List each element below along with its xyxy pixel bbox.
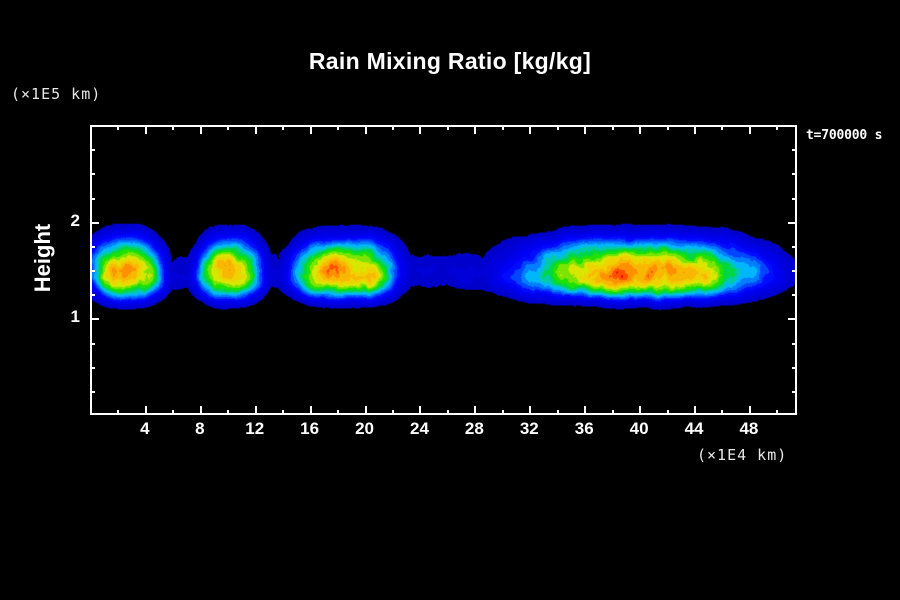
y-tick-minor-right [792,197,797,200]
y-tick-minor-right [792,390,797,393]
x-tick-minor [172,410,175,415]
x-tick-major-top [529,125,532,134]
y-tick-label: 2 [70,210,80,230]
x-tick-major-top [748,125,751,134]
y-tick-minor-right [792,270,797,272]
x-tick-minor-top [172,125,175,130]
x-tick-major [748,406,751,415]
page-title: Rain Mixing Ratio [kg/kg] [308,48,592,74]
y-axis-unit-caption: (×1E5 km) [11,85,102,103]
x-tick-minor-top [501,125,504,130]
y-tick-minor [90,197,95,200]
x-tick-minor-top [556,125,559,130]
x-tick-minor [721,410,724,415]
y-tick-minor [90,245,95,248]
y-tick-major-right [788,221,797,224]
y-tick-minor-right [792,245,797,248]
x-tick-label: 36 [574,419,594,438]
x-tick-major [364,406,367,415]
x-tick-major-top [474,125,477,134]
x-tick-major [584,406,587,415]
x-tick-label: 12 [245,419,265,438]
y-tick-minor-right [792,149,797,152]
x-tick-minor [556,410,559,415]
x-tick-major-top [254,125,257,134]
x-tick-minor [776,410,779,415]
x-tick-minor [117,410,120,415]
y-tick-minor [90,342,95,345]
y-tick-label: 1 [70,307,80,327]
x-tick-label: 40 [629,419,649,438]
x-tick-minor [446,410,449,415]
x-tick-minor-top [611,125,614,130]
x-tick-minor-top [776,125,779,130]
x-tick-minor-top [227,125,230,130]
x-tick-label: 44 [684,419,704,438]
x-tick-minor [282,410,285,415]
x-tick-minor [392,410,395,415]
x-tick-label: 28 [464,419,484,438]
x-tick-label: 20 [355,419,375,438]
y-tick-minor [90,390,95,393]
x-tick-major [254,406,257,415]
x-tick-minor-top [392,125,395,130]
x-tick-label: 24 [410,419,429,438]
x-tick-major [199,406,202,415]
plot-area [90,125,797,415]
x-tick-minor-top [721,125,724,130]
y-tick-minor [90,173,95,176]
timestamp-annotation: t=700000 s [806,128,883,143]
y-tick-minor-right [792,294,797,297]
x-tick-minor [611,410,614,415]
x-axis-unit-caption: (×1E4 km) [697,446,788,464]
x-tick-major [529,406,532,415]
y-tick-minor-right [792,342,797,345]
x-tick-major-top [639,125,642,134]
x-tick-minor-top [282,125,285,130]
x-tick-major-top [584,125,587,134]
y-tick-minor-right [792,366,797,369]
x-tick-minor [337,410,340,415]
x-tick-minor [227,410,230,415]
x-tick-minor-top [337,125,340,130]
x-tick-minor-top [666,125,669,130]
x-tick-major [694,406,697,415]
y-tick-major-right [788,318,797,321]
x-tick-label: 48 [739,419,759,438]
x-tick-minor [666,410,669,415]
y-tick-minor [90,270,95,272]
x-tick-major [474,406,477,415]
x-tick-major-top [309,125,312,134]
y-tick-minor [90,149,95,152]
y-tick-major [90,318,99,321]
y-tick-minor-right [792,173,797,176]
x-tick-major [144,406,147,415]
x-tick-label: 4 [140,419,150,438]
x-tick-major-top [694,125,697,134]
x-tick-major [419,406,422,415]
x-tick-minor-top [446,125,449,130]
x-tick-label: 16 [300,419,320,438]
x-tick-major-top [199,125,202,134]
x-tick-major [639,406,642,415]
x-tick-major-top [419,125,422,134]
y-tick-minor [90,294,95,297]
x-tick-label: 32 [519,419,539,438]
x-tick-major-top [144,125,147,134]
y-tick-major [90,221,99,224]
rain-mixing-ratio-field [92,127,795,413]
x-tick-label: 8 [195,419,205,438]
x-tick-minor [501,410,504,415]
x-tick-major-top [364,125,367,134]
x-tick-major [309,406,312,415]
y-tick-minor [90,366,95,369]
x-tick-minor-top [117,125,120,130]
